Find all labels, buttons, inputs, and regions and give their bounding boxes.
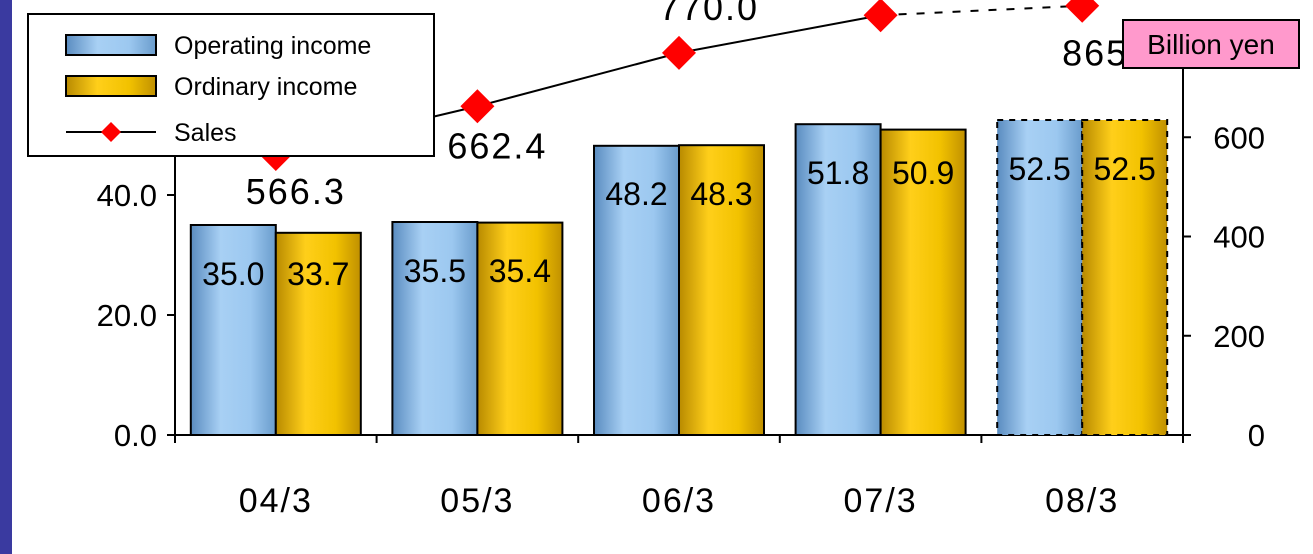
right-axis-tick-label: 0 [1248, 418, 1265, 453]
sales-label: 770.0 [659, 0, 759, 28]
left-axis-tick-label: 40.0 [97, 178, 157, 213]
right-axis-tick-label: 600 [1213, 120, 1265, 155]
unit-label-box [1122, 19, 1300, 69]
x-axis-tick-label: 08/3 [1045, 482, 1119, 520]
sales-label: 566.3 [246, 171, 346, 212]
slide-edge-strip [0, 0, 12, 554]
bar-label-operating-income: 52.5 [1009, 151, 1071, 187]
sales-label: 662.4 [447, 125, 547, 166]
sales-point [662, 35, 696, 70]
bar-ordinary-income [879, 128, 967, 436]
bar-label-ordinary-income: 50.9 [892, 155, 954, 191]
legend-label-operating-income: Operating income [174, 32, 371, 60]
bar-label-operating-income: 51.8 [807, 155, 869, 191]
bar-ordinary-income [476, 221, 564, 436]
bar-label-ordinary-income: 33.7 [287, 256, 349, 292]
sales-point [1065, 0, 1100, 23]
x-axis-tick-label: 06/3 [642, 482, 716, 520]
sales-line [258, 0, 1100, 171]
right-axis-tick-label: 400 [1213, 220, 1265, 255]
data-labels: 35.0 33.7 35.5 35.4 48.2 48.3 51.8 50.9 52.5 52.5… [202, 0, 1160, 292]
bar-label-ordinary-income: 48.3 [690, 176, 752, 212]
x-axis-tick-label: 05/3 [440, 482, 514, 520]
bar-label-operating-income: 35.5 [404, 253, 466, 289]
bar-label-ordinary-income: 35.4 [489, 253, 551, 289]
legend-label-ordinary-income: Ordinary income [174, 73, 357, 101]
unit-label: Billion yen [1147, 29, 1275, 60]
sales-point [460, 89, 495, 124]
bar-operating-income [189, 224, 277, 436]
left-axis-tick-label: 20.0 [97, 298, 157, 333]
sales-line-segment [477, 51, 680, 108]
bar-operating-income [593, 144, 680, 437]
bar-label-operating-income: 35.0 [202, 256, 264, 292]
sales-line-segment [678, 14, 881, 54]
unit-box: Billion yen [1122, 19, 1300, 69]
left-axis-tick-label: 0.0 [114, 418, 157, 453]
right-axis-tick-label: 200 [1213, 319, 1265, 354]
bar-label-operating-income: 48.2 [605, 176, 667, 212]
legend-label-sales: Sales [174, 119, 237, 147]
bar-operating-income [794, 123, 882, 436]
sales-point [863, 0, 898, 33]
bar-ordinary-income [678, 144, 765, 436]
bar-ordinary-income [274, 231, 362, 436]
legend: Operating income Ordinary income Sales [27, 13, 435, 157]
bar-ordinary-income [1081, 119, 1169, 436]
bars [189, 119, 1169, 437]
legend-swatch-ordinary-income [65, 75, 157, 97]
sales-line-segment [880, 4, 1083, 17]
legend-swatch-operating-income [65, 34, 157, 56]
bar-label-ordinary-income: 52.5 [1094, 151, 1156, 187]
x-axis-tick-label: 07/3 [844, 482, 918, 520]
x-axis-tick-label: 04/3 [239, 482, 313, 520]
legend-swatch-sales-marker [101, 122, 121, 142]
